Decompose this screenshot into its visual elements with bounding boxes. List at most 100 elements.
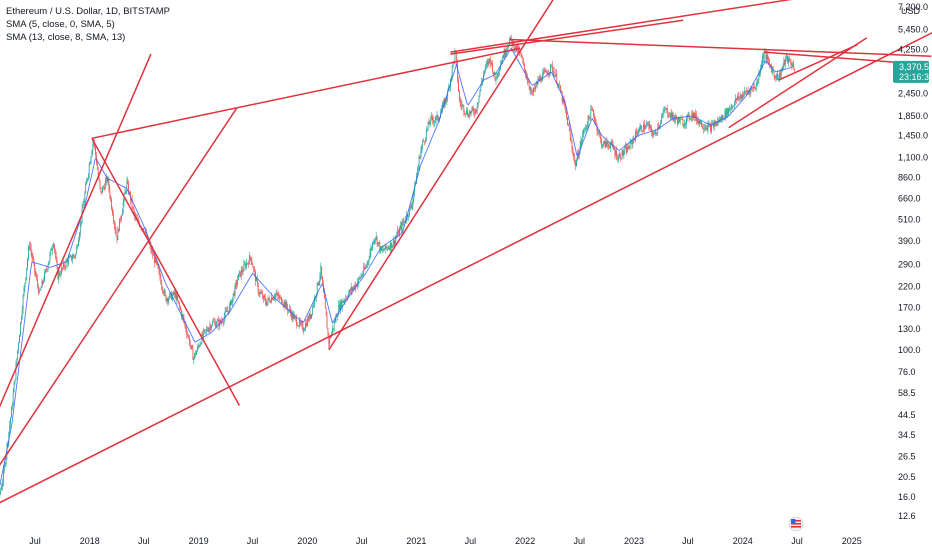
indicator-sma-13[interactable]: SMA (13, close, 8, SMA, 13) — [6, 31, 170, 44]
candle-body — [46, 270, 47, 271]
candle-body — [100, 180, 101, 187]
candle-body — [109, 179, 110, 189]
candle-body — [34, 262, 35, 271]
candle-body — [120, 218, 121, 219]
candle-body — [44, 272, 45, 281]
candle-body — [436, 117, 437, 121]
candle-body — [400, 225, 401, 228]
candle-body — [429, 122, 430, 124]
us-flag-icon[interactable] — [789, 517, 803, 531]
candle-body — [270, 302, 271, 303]
candle-body — [558, 85, 559, 86]
candle-body — [200, 344, 201, 346]
candle-body — [794, 69, 795, 71]
candle-body — [54, 245, 55, 250]
candle-body — [732, 106, 733, 108]
candle-body — [539, 79, 540, 80]
candle-body — [496, 79, 497, 80]
candle-body — [645, 128, 646, 129]
trendline[interactable] — [450, 20, 683, 54]
candle-body — [375, 238, 376, 240]
candle-body — [624, 153, 625, 155]
candle-body — [334, 322, 335, 329]
candle-body — [742, 95, 743, 97]
trendline[interactable] — [510, 40, 932, 57]
candle-body — [680, 119, 681, 123]
candle-body — [273, 299, 274, 301]
x-tick-label: 2020 — [297, 536, 317, 546]
candle-body — [217, 321, 218, 325]
trendline[interactable] — [0, 108, 237, 522]
candle-body — [389, 248, 390, 250]
candle-body — [781, 71, 782, 77]
candle-body — [279, 297, 280, 298]
trendline[interactable] — [92, 48, 520, 138]
candle-body — [566, 112, 567, 117]
trendline[interactable] — [329, 0, 561, 350]
candle-body — [432, 117, 433, 120]
series-layer — [0, 48, 791, 534]
candle-body — [489, 59, 490, 60]
candle-body — [763, 57, 764, 59]
trendline[interactable] — [92, 138, 240, 405]
candle-body — [665, 110, 666, 111]
candle-body — [168, 299, 169, 302]
candle-body — [691, 118, 692, 119]
candle-body — [11, 407, 12, 418]
candle-body — [387, 248, 388, 249]
candle-body — [466, 111, 467, 114]
x-tick-label: Jul — [465, 536, 477, 546]
candle-body — [60, 274, 61, 275]
candle-body — [361, 276, 362, 278]
candle-body — [550, 65, 551, 72]
candle-body — [531, 91, 532, 92]
candle-body — [63, 264, 64, 269]
candle-body — [70, 256, 71, 257]
candle-body — [65, 267, 66, 268]
currency-label[interactable]: USD — [901, 6, 921, 16]
candle-body — [594, 116, 595, 121]
candle-body — [259, 293, 260, 294]
candle-body — [83, 205, 84, 208]
candle-body — [677, 119, 678, 123]
candle-body — [254, 269, 255, 272]
candle-body — [649, 124, 650, 129]
candle-body — [620, 155, 621, 159]
indicator-sma-5[interactable]: SMA (5, close, 0, SMA, 5) — [6, 18, 170, 31]
candle-body — [345, 298, 346, 301]
candle-body — [59, 273, 60, 275]
candle-body — [322, 277, 323, 284]
currency-label-text[interactable]: USD — [901, 6, 921, 16]
candle-body — [227, 311, 228, 312]
candle-body — [231, 301, 232, 305]
candle-body — [469, 112, 470, 117]
trendline[interactable] — [0, 30, 932, 523]
candle-body — [710, 125, 711, 132]
candle-body — [418, 165, 419, 170]
candle-body — [595, 121, 596, 122]
candle-body — [35, 271, 36, 275]
candle-body — [50, 249, 51, 254]
candle-body — [264, 296, 265, 299]
candle-body — [360, 278, 361, 279]
candle-body — [123, 202, 124, 211]
candle-body — [328, 329, 329, 334]
candle-body — [483, 74, 484, 80]
candle-body — [661, 118, 662, 123]
candle-body — [351, 287, 352, 291]
trendline[interactable] — [0, 54, 151, 502]
candle-body — [683, 126, 684, 127]
trendlines[interactable] — [0, 0, 932, 523]
candle-body — [325, 299, 326, 308]
candle-body — [203, 330, 204, 335]
candle-body — [39, 290, 40, 293]
candle-body — [428, 122, 429, 128]
candle-body — [411, 207, 412, 208]
candle-body — [792, 64, 793, 67]
candle-body — [298, 326, 299, 327]
candle-body — [530, 87, 531, 91]
candle-body — [271, 297, 272, 302]
